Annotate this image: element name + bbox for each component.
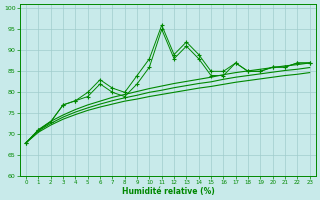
X-axis label: Humidité relative (%): Humidité relative (%) (122, 187, 214, 196)
